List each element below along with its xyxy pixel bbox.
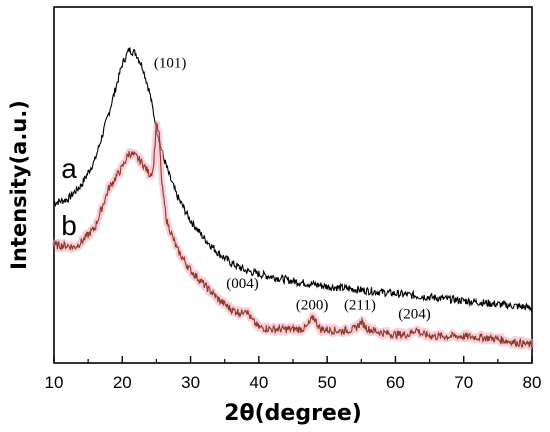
- x-tick-label: 70: [454, 373, 473, 392]
- curve-label-a: a: [61, 153, 77, 184]
- x-axis-label: 2θ(degree): [224, 401, 362, 426]
- peak-label: (200): [296, 298, 329, 314]
- x-tick-label: 40: [249, 373, 268, 392]
- x-tick-label: 60: [386, 373, 405, 392]
- x-tick-label: 50: [318, 373, 337, 392]
- labels-layer: ab (101) (004) (200) (211) (204): [61, 56, 431, 323]
- series-layer: [51, 47, 535, 351]
- x-tick-label: 20: [113, 373, 132, 392]
- peak-label: (004): [226, 276, 259, 292]
- curve-label-b: b: [61, 210, 77, 241]
- peak-label: (211): [344, 298, 376, 314]
- series-a-line: [53, 47, 533, 313]
- x-ticks: 10 20 30 40 50 60 70 80: [45, 356, 542, 392]
- series-b-halo: [51, 120, 535, 351]
- y-axis-label: Intensity(a.u.): [7, 100, 31, 270]
- peak-label: (204): [398, 307, 431, 323]
- x-tick-label: 80: [523, 373, 542, 392]
- series-b-line: [53, 123, 533, 348]
- peak-label: (101): [154, 56, 187, 72]
- x-tick-label: 10: [45, 373, 64, 392]
- x-tick-label: 30: [181, 373, 200, 392]
